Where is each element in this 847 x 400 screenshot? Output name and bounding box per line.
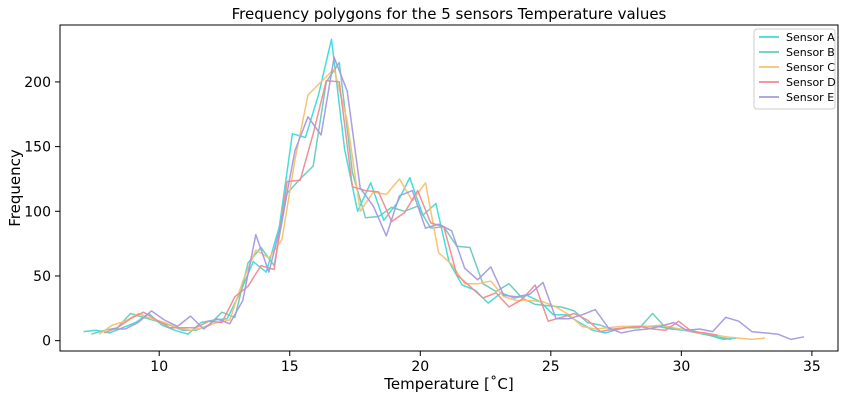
x-tick-label: 35 bbox=[803, 359, 821, 375]
series-line-sensor-a bbox=[83, 38, 737, 341]
y-axis-label: Frequency bbox=[6, 149, 24, 227]
legend-entry: Sensor A bbox=[786, 31, 835, 44]
y-tick-label: 100 bbox=[24, 204, 51, 220]
legend: Sensor A Sensor B Sensor C Sensor D Sensor E bbox=[753, 28, 836, 110]
legend-entry: Sensor C bbox=[786, 61, 835, 74]
x-tick-label: 15 bbox=[281, 359, 299, 375]
series-layer bbox=[83, 38, 805, 341]
series-line-sensor-e bbox=[112, 56, 805, 341]
chart-title: Frequency polygons for the 5 sensors Tem… bbox=[232, 5, 667, 23]
series-line-sensor-c bbox=[98, 68, 765, 341]
tick-layer: 10 15 20 25 30 35 0 50 100 150 200 bbox=[24, 75, 821, 375]
x-tick-label: 30 bbox=[672, 359, 690, 375]
x-tick-label: 25 bbox=[542, 359, 560, 375]
x-axis-label: Temperature [˚C] bbox=[383, 375, 513, 393]
legend-box bbox=[753, 28, 836, 110]
y-tick-label: 150 bbox=[24, 140, 51, 156]
y-tick-label: 50 bbox=[33, 269, 51, 285]
y-tick-label: 200 bbox=[24, 75, 51, 91]
y-tick-label: 0 bbox=[42, 334, 51, 350]
series-line-sensor-d bbox=[104, 79, 719, 337]
plot-frame bbox=[59, 24, 839, 352]
legend-entry: Sensor D bbox=[786, 76, 836, 89]
legend-entry: Sensor B bbox=[786, 46, 835, 59]
x-tick-label: 10 bbox=[150, 359, 168, 375]
x-tick-label: 20 bbox=[411, 359, 429, 375]
legend-entry: Sensor E bbox=[786, 91, 834, 104]
